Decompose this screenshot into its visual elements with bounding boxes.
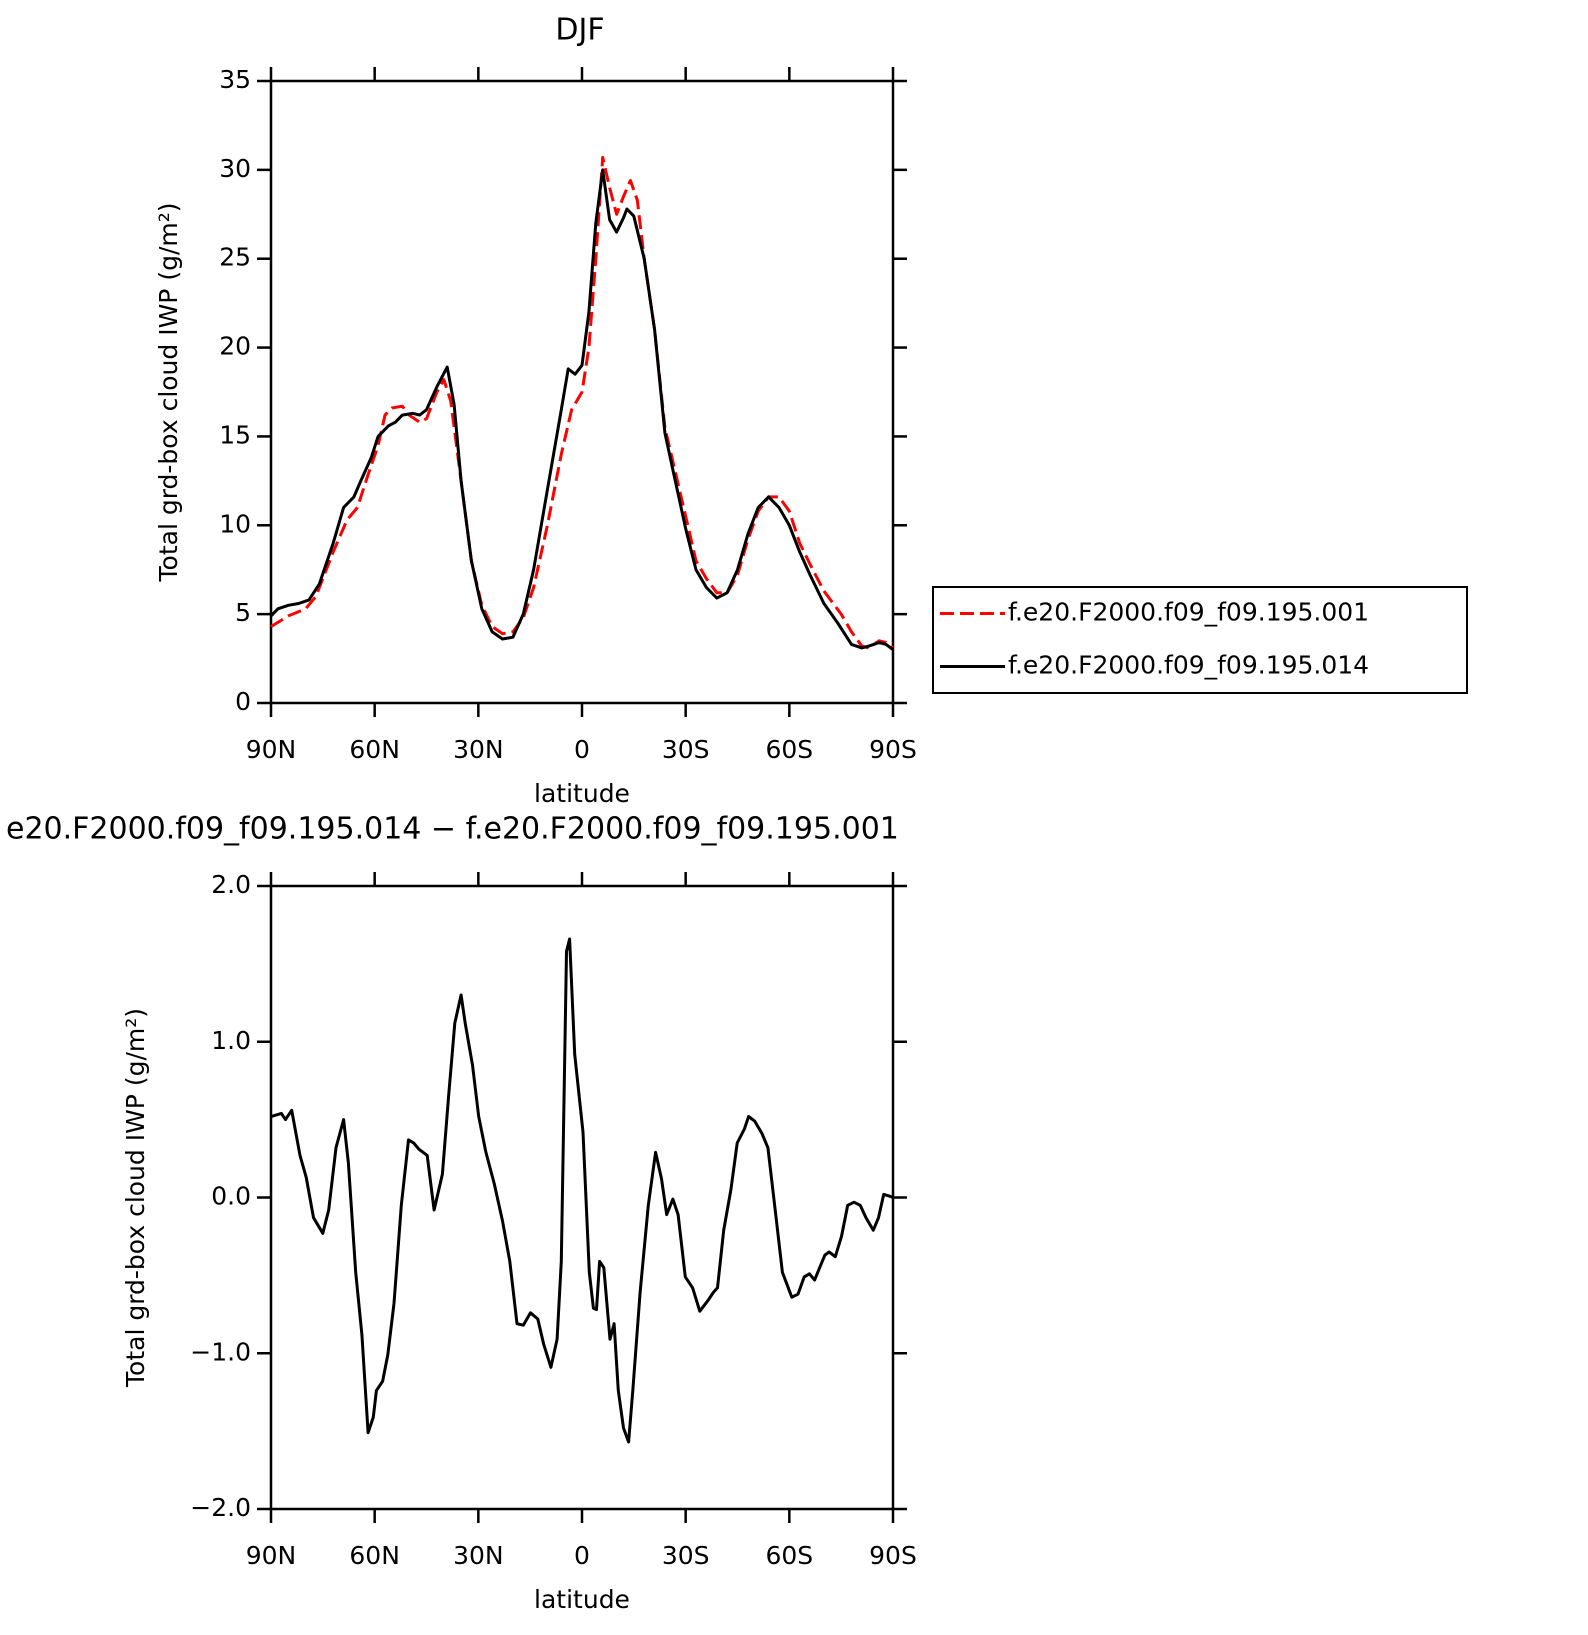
- y-tick-label: −1.0: [190, 1337, 251, 1366]
- y-tick-label: 0.0: [211, 1182, 251, 1211]
- legend-box: [932, 586, 1468, 694]
- x-tick-label: 30N: [453, 735, 504, 764]
- x-tick-label: 90N: [246, 735, 297, 764]
- x-tick-label: 0: [574, 735, 590, 764]
- plot-frame: [269, 884, 895, 1511]
- y-tick-label: 15: [219, 420, 251, 449]
- y-tick-label: 25: [219, 243, 251, 272]
- x-tick-label: 60N: [349, 735, 400, 764]
- y-axis-label: Total grd-box cloud IWP (g/m²): [121, 1008, 150, 1388]
- x-axis-label: latitude: [534, 779, 630, 808]
- x-tick-label: 30N: [453, 1541, 504, 1570]
- y-tick-label: 20: [219, 332, 251, 361]
- y-tick-label: 30: [219, 154, 251, 183]
- x-tick-label: 60S: [765, 1541, 813, 1570]
- x-tick-label: 30S: [662, 1541, 710, 1570]
- x-tick-label: 90S: [869, 735, 917, 764]
- y-axis-label: Total grd-box cloud IWP (g/m²): [154, 202, 183, 582]
- data-line: [270, 155, 894, 650]
- x-tick-label: 90N: [246, 1541, 297, 1570]
- x-tick-label: 0: [574, 1541, 590, 1570]
- x-axis-label: latitude: [534, 1585, 630, 1614]
- y-tick-label: 35: [219, 65, 251, 94]
- y-tick-label: 5: [235, 598, 251, 627]
- legend-label: f.e20.F2000.f09_f09.195.014: [1008, 651, 1369, 680]
- data-line: [270, 937, 894, 1444]
- x-tick-label: 90S: [869, 1541, 917, 1570]
- y-tick-label: 0: [235, 687, 251, 716]
- legend-label: f.e20.F2000.f09_f09.195.001: [1008, 598, 1369, 627]
- x-tick-label: 60S: [765, 735, 813, 764]
- data-line: [269, 168, 894, 651]
- chart-title: e20.F2000.f09_f09.195.014 − f.e20.F2000.…: [6, 812, 899, 847]
- y-tick-label: 1.0: [211, 1026, 251, 1055]
- chart-title: DJF: [555, 13, 604, 48]
- x-tick-label: 60N: [349, 1541, 400, 1570]
- y-tick-label: −2.0: [190, 1493, 251, 1522]
- y-tick-label: 2.0: [211, 870, 251, 899]
- y-tick-label: 10: [219, 509, 251, 538]
- x-tick-label: 30S: [662, 735, 710, 764]
